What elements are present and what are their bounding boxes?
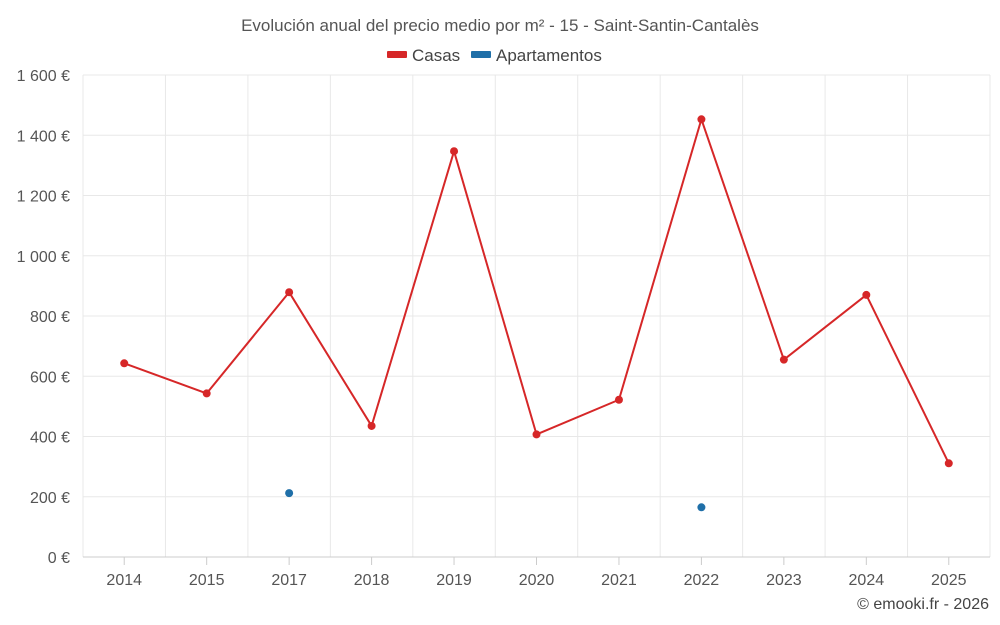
legend-item-apartamentos[interactable]: Apartamentos <box>471 46 602 65</box>
x-tick-label: 2021 <box>601 572 637 589</box>
x-tick-label: 2017 <box>271 572 307 589</box>
y-tick-label: 1 200 € <box>17 189 70 206</box>
x-tick-labels: 2014 2015 2017 2018 2019 2020 2021 2022 2023 2024… <box>106 557 967 589</box>
y-tick-label: 800 € <box>30 309 70 326</box>
legend-swatch-apartamentos <box>471 51 491 58</box>
y-tick-label: 1 400 € <box>17 128 70 145</box>
series <box>120 115 953 512</box>
x-tick-label: 2018 <box>354 572 390 589</box>
x-tick-label: 2019 <box>436 572 472 589</box>
x-tick-label: 2015 <box>189 572 225 589</box>
y-tick-label: 1 600 € <box>17 68 70 85</box>
legend-label-casas: Casas <box>412 46 460 65</box>
y-tick-labels: 0 € 200 € 400 € 600 € 800 € 1 000 € 1 200 € 1 4… <box>17 68 70 567</box>
data-point-apartamentos[interactable] <box>697 503 706 512</box>
legend-label-apartamentos: Apartamentos <box>496 46 602 65</box>
data-point-casas[interactable] <box>120 359 129 368</box>
x-tick-label: 2022 <box>684 572 720 589</box>
data-point-casas[interactable] <box>614 395 623 404</box>
series-casas <box>120 115 953 468</box>
data-point-apartamentos[interactable] <box>285 489 294 498</box>
credit[interactable]: © emooki.fr - 2026 <box>857 596 989 613</box>
y-tick-label: 0 € <box>48 550 70 567</box>
data-point-casas[interactable] <box>367 421 376 430</box>
y-tick-label: 600 € <box>30 369 70 386</box>
grid <box>82 74 991 557</box>
data-point-casas[interactable] <box>697 115 706 124</box>
data-point-casas[interactable] <box>779 355 788 364</box>
legend: Casas Apartamentos <box>387 46 602 65</box>
x-tick-label: 2023 <box>766 572 802 589</box>
legend-swatch-casas <box>387 51 407 58</box>
data-point-casas[interactable] <box>944 459 953 468</box>
data-point-casas[interactable] <box>532 430 541 439</box>
y-tick-label: 200 € <box>30 490 70 507</box>
chart-title: Evolución anual del precio medio por m² … <box>241 16 759 35</box>
x-tick-label: 2025 <box>931 572 967 589</box>
x-tick-label: 2020 <box>519 572 555 589</box>
series-apartamentos <box>285 489 706 512</box>
x-tick-label: 2014 <box>106 572 142 589</box>
data-point-casas[interactable] <box>285 288 294 297</box>
y-tick-label: 400 € <box>30 430 70 447</box>
data-point-casas[interactable] <box>202 389 211 398</box>
data-point-casas[interactable] <box>450 147 459 156</box>
data-point-casas[interactable] <box>862 290 871 299</box>
legend-item-casas[interactable]: Casas <box>387 46 460 65</box>
y-tick-label: 1 000 € <box>17 249 70 266</box>
x-tick-label: 2024 <box>849 572 885 589</box>
